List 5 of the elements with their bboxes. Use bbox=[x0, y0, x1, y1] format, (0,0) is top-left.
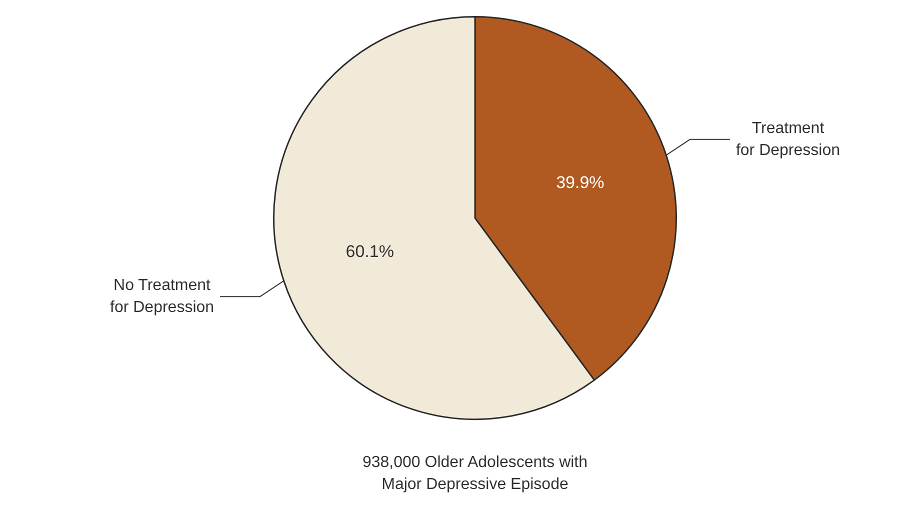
slice-label: Treatment for Depression bbox=[736, 120, 840, 159]
slice-label: No Treatment for Depression bbox=[110, 276, 214, 316]
text: 938,000 Older Adolescents with Major Depressive Episode bbox=[361, 453, 589, 495]
data-label: 39.9% bbox=[556, 173, 604, 192]
data-label: 60.1% bbox=[346, 242, 394, 262]
